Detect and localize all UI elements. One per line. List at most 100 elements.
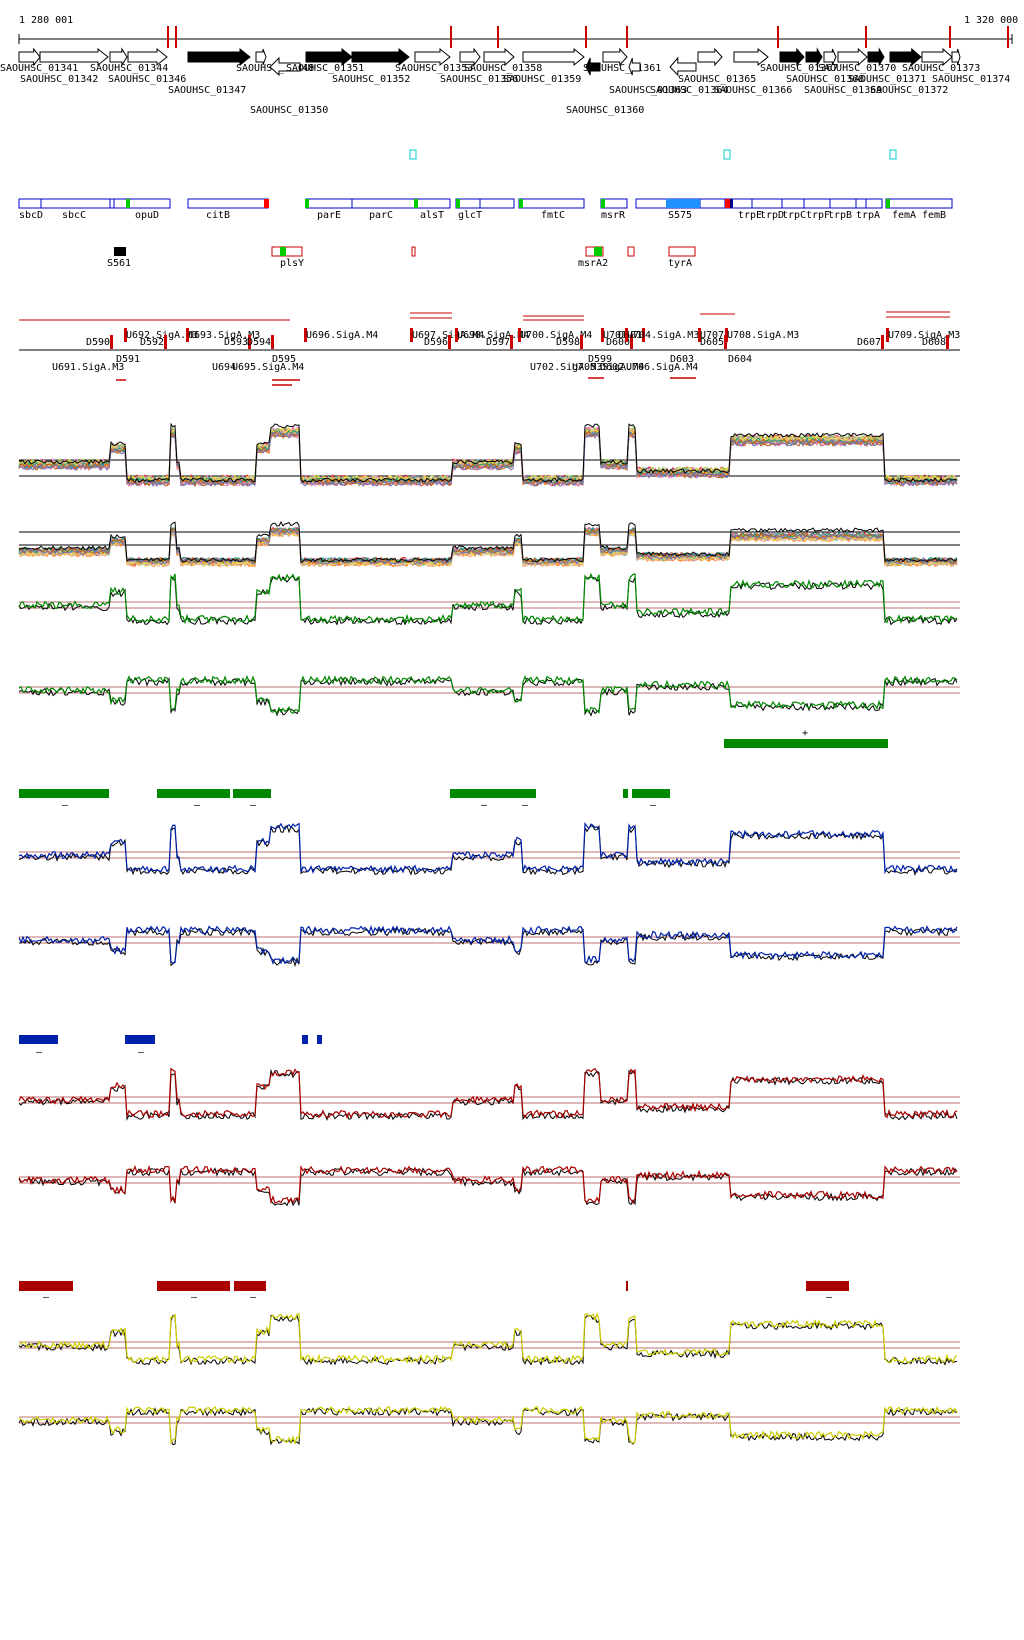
operon-name: alsT bbox=[420, 210, 444, 221]
gene-25 bbox=[921, 47, 953, 67]
gene-13 bbox=[585, 57, 601, 76]
operon-name: parC bbox=[369, 210, 393, 221]
feature-label: plsY bbox=[280, 258, 304, 269]
bar-green-1 bbox=[157, 789, 230, 798]
expression-trace-7 bbox=[19, 427, 958, 484]
gene-24 bbox=[889, 47, 922, 67]
profile-black-7 bbox=[18, 1407, 958, 1446]
gene-label: SAOUHSC_01373 bbox=[902, 63, 980, 74]
promoter-label: D600 bbox=[606, 337, 630, 348]
operon-name: trpC bbox=[782, 210, 806, 221]
promoter-mark bbox=[642, 328, 645, 342]
gene-label: SAOUHSC_01342 bbox=[20, 74, 98, 85]
gene-label: SAOUHSC_01359 bbox=[503, 74, 581, 85]
profile-color-5 bbox=[18, 1164, 958, 1205]
promoter-label: D593 bbox=[224, 337, 248, 348]
promoter-mark bbox=[271, 335, 274, 349]
sign-minus: – bbox=[250, 800, 257, 811]
operon-8 bbox=[885, 198, 953, 209]
promoter-label: U691.SigA.M3 bbox=[52, 362, 124, 373]
gene-9 bbox=[414, 47, 451, 67]
gene-label: SAOUHSC_01346 bbox=[108, 74, 186, 85]
ruler-start-label: 1 280 001 bbox=[19, 15, 73, 26]
gene-label: SAOUHSC_01350 bbox=[250, 105, 328, 116]
promoter-mark bbox=[725, 328, 728, 342]
operon-mark-9 bbox=[725, 199, 730, 208]
gene-11 bbox=[483, 47, 515, 67]
operon-4 bbox=[518, 198, 585, 209]
promoter-mark bbox=[455, 328, 458, 342]
bar-blue-0 bbox=[19, 1035, 58, 1044]
sign-minus: – bbox=[826, 1292, 833, 1303]
promoter-label: D596 bbox=[424, 337, 448, 348]
promoter-mark bbox=[946, 335, 949, 349]
operon-3 bbox=[455, 198, 515, 209]
promoter-mark bbox=[518, 328, 521, 342]
gene-6 bbox=[269, 56, 301, 77]
promoter-label: U701 bbox=[603, 330, 627, 341]
operon-name: trpE bbox=[738, 210, 762, 221]
promoter-label: U704.SigA.M3 bbox=[627, 330, 699, 341]
operon-name: femA bbox=[892, 210, 916, 221]
operon-name: msrR bbox=[601, 210, 626, 221]
promoter-mark bbox=[110, 335, 113, 349]
promoter-label: U707 bbox=[700, 330, 724, 341]
profile-black-1 bbox=[18, 676, 958, 717]
bar-blue-1 bbox=[125, 1035, 155, 1044]
promoter-label: D599 bbox=[588, 354, 612, 365]
feature-tyra-box bbox=[668, 246, 696, 257]
operon-mark-10 bbox=[730, 199, 733, 208]
profile-color-3 bbox=[18, 924, 958, 965]
feature-label: S561 bbox=[107, 258, 131, 269]
sign-minus: – bbox=[43, 1292, 50, 1303]
expression-profiles bbox=[18, 572, 960, 1446]
operon-name: femB bbox=[922, 210, 946, 221]
promoter-label: D602 bbox=[600, 362, 624, 373]
gene-8 bbox=[351, 47, 410, 67]
expression-trace-6 bbox=[18, 425, 958, 483]
promoter-mark bbox=[601, 328, 604, 342]
promoter-mark bbox=[164, 335, 167, 349]
operon-name: parE bbox=[317, 210, 341, 221]
gene-19 bbox=[779, 47, 805, 67]
gene-label: SAOUHSC_01365 bbox=[678, 74, 756, 85]
gene-label: SAOUHSC_01358 bbox=[464, 63, 542, 74]
sign-minus: – bbox=[522, 800, 529, 811]
bar-green-4 bbox=[623, 789, 628, 798]
expression-multi-track-2 bbox=[18, 521, 960, 568]
promoter-label: D608 bbox=[922, 337, 946, 348]
segment-bars: + – – – – – – – – – – – – bbox=[19, 728, 888, 1303]
operon-mark-6 bbox=[886, 199, 890, 208]
gene-label: SAOUHSC_01361 bbox=[583, 63, 661, 74]
promoter-mark bbox=[186, 328, 189, 342]
gene-label: SAOUHSC_01369 bbox=[804, 85, 882, 96]
operon-name: trpB bbox=[828, 210, 852, 221]
promoter-label: D604 bbox=[728, 354, 752, 365]
bar-blue-2 bbox=[302, 1035, 308, 1044]
gene-label: SAOUHSC_01370 bbox=[818, 63, 896, 74]
terminator-0 bbox=[409, 149, 417, 160]
operon-name: S575 bbox=[668, 210, 692, 221]
gene-label: SAOUHSC_01367 bbox=[760, 63, 838, 74]
profile-color-4 bbox=[18, 1067, 958, 1120]
promoter-mark bbox=[448, 335, 451, 349]
operon-mark-2 bbox=[414, 199, 418, 208]
sign-minus: – bbox=[481, 800, 488, 811]
promoter-mark bbox=[510, 335, 513, 349]
promoter-label: U700.SigA.M4 bbox=[520, 330, 592, 341]
gene-label: SAOUHSC_01364 bbox=[650, 85, 728, 96]
expression-trace-reference bbox=[18, 422, 958, 483]
feature-s561-box bbox=[114, 247, 126, 256]
expression-trace-reference-2 bbox=[18, 521, 958, 563]
promoter-label: U705.SigA.M4 bbox=[572, 362, 644, 373]
ruler-end-label: 1 320 000 bbox=[964, 15, 1018, 26]
bar-green-3 bbox=[450, 789, 536, 798]
gene-label: SAOUHSC_01347 bbox=[168, 85, 246, 96]
bar-red-4 bbox=[806, 1281, 849, 1291]
promoter-mark bbox=[248, 335, 251, 349]
operon-name: citB bbox=[206, 210, 230, 221]
expression-trace-13 bbox=[18, 426, 958, 484]
profile-black-5 bbox=[18, 1167, 958, 1207]
promoter-label: D605 bbox=[700, 337, 724, 348]
